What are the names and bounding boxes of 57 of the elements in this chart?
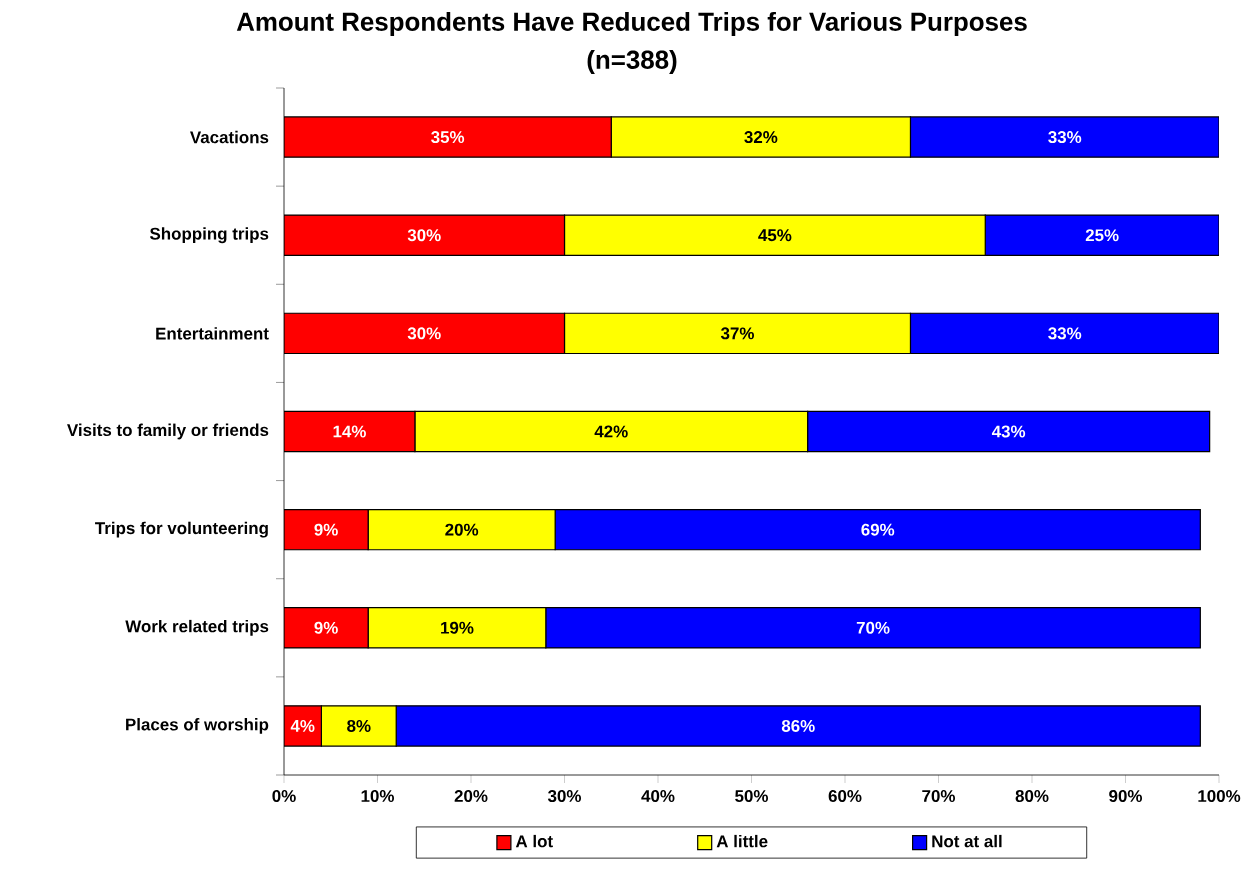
data-label: 30% bbox=[407, 229, 441, 242]
x-tick-label: 30% bbox=[547, 790, 582, 803]
x-tick-label: 20% bbox=[454, 790, 488, 803]
data-label: 69% bbox=[861, 523, 895, 536]
chart-subtitle: (n=388) bbox=[587, 49, 677, 75]
y-tick-label: Vacations bbox=[190, 130, 269, 144]
data-label: 19% bbox=[441, 621, 474, 634]
data-label: 43% bbox=[991, 425, 1026, 438]
x-tick-label: 50% bbox=[735, 790, 769, 803]
y-tick-label: Shopping trips bbox=[149, 227, 269, 244]
data-label: 86% bbox=[781, 719, 815, 732]
legend-label: A lot bbox=[515, 834, 553, 848]
data-label: 35% bbox=[431, 131, 465, 144]
chart-title: Amount Respondents Have Reduced Trips for Various Purposes bbox=[236, 11, 1027, 37]
y-tick-label: Entertainment bbox=[156, 327, 269, 340]
x-tick-label: 100% bbox=[1198, 790, 1241, 803]
x-tick-label: 40% bbox=[641, 790, 675, 803]
data-label: 70% bbox=[856, 621, 890, 634]
bar bbox=[807, 410, 1211, 453]
legend-label: A little bbox=[716, 834, 768, 848]
bar bbox=[554, 508, 1201, 551]
y-tick-label: Work related trips bbox=[125, 619, 269, 636]
x-tick-label: 0% bbox=[272, 790, 296, 803]
data-label: 37% bbox=[720, 327, 754, 340]
bar bbox=[545, 607, 1201, 649]
bar bbox=[909, 116, 1220, 158]
legend-label: Not at all bbox=[932, 834, 1002, 848]
y-tick-label: Visits to family or friends bbox=[67, 423, 269, 440]
data-label: 14% bbox=[333, 425, 366, 438]
x-tick-label: 10% bbox=[361, 790, 395, 803]
data-label: 45% bbox=[758, 229, 792, 242]
bar bbox=[395, 705, 1201, 747]
x-tick-label: 90% bbox=[1109, 790, 1143, 803]
data-label: 9% bbox=[314, 523, 338, 536]
bar bbox=[284, 508, 369, 551]
y-tick-label: Trips for volunteering bbox=[95, 521, 268, 538]
x-tick-label: 70% bbox=[922, 790, 956, 803]
bar bbox=[284, 214, 566, 256]
data-label: 42% bbox=[594, 425, 628, 438]
x-tick-label: 60% bbox=[828, 790, 862, 803]
data-label: 33% bbox=[1048, 327, 1082, 340]
data-label: 30% bbox=[407, 327, 441, 340]
bar bbox=[284, 410, 416, 453]
y-tick-label: Places of worship bbox=[126, 718, 269, 734]
bar bbox=[284, 116, 612, 158]
bar bbox=[909, 312, 1220, 355]
data-label: 33% bbox=[1048, 131, 1082, 144]
x-tick-label: 80% bbox=[1015, 790, 1049, 803]
bar bbox=[284, 607, 369, 649]
data-label: 4% bbox=[290, 719, 315, 732]
bar bbox=[984, 214, 1220, 256]
data-label: 9% bbox=[314, 621, 338, 634]
bar bbox=[284, 312, 566, 355]
data-label: 32% bbox=[744, 131, 778, 144]
data-label: 8% bbox=[347, 719, 371, 732]
data-label: 20% bbox=[445, 523, 479, 536]
data-label: 25% bbox=[1085, 229, 1119, 242]
